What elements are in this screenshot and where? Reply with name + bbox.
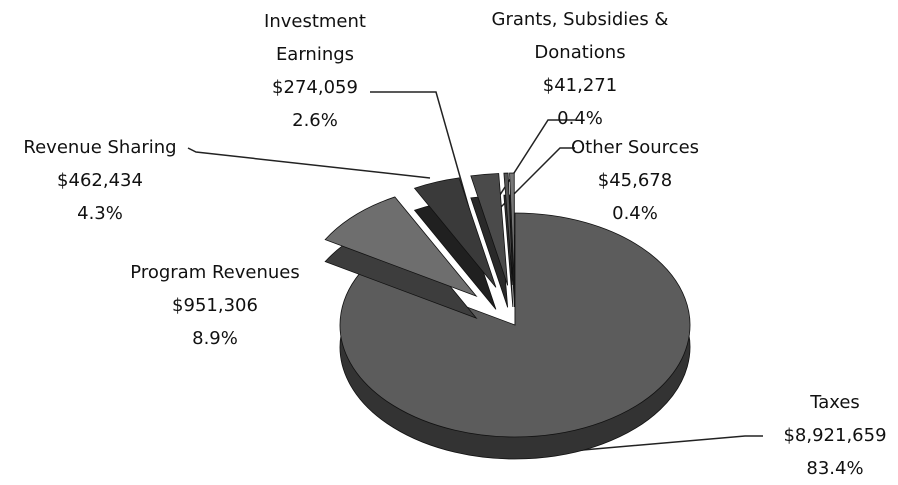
slice — [324, 196, 478, 297]
slice — [503, 172, 514, 286]
slice-label: Taxes $8,921,659 83.4% — [760, 386, 898, 485]
slice-percent: 4.3% — [77, 203, 123, 224]
slice-percent: 0.4% — [612, 203, 658, 224]
leader-line — [559, 435, 763, 453]
slice-label: Grants, Subsidies & Donations $41,271 0.4% — [480, 3, 680, 135]
slice-name: Revenue Sharing — [23, 137, 177, 158]
slice-value: $462,434 — [57, 170, 143, 191]
slice-value: $41,271 — [542, 75, 618, 96]
slice — [413, 177, 497, 288]
slice — [470, 173, 509, 286]
slice-value: $8,921,659 — [783, 425, 887, 446]
slice-label: Other Sources $45,678 0.4% — [555, 131, 715, 230]
slice — [509, 172, 515, 286]
slice — [339, 212, 691, 438]
slice-name: Other Sources — [570, 137, 700, 158]
slice-percent: 8.9% — [192, 328, 238, 349]
slice-value: $274,059 — [272, 77, 358, 98]
page: {"chart_data": {"type": "pie", "categori… — [0, 3, 887, 479]
slice-name: Investment Earnings — [264, 11, 366, 65]
leader-line — [370, 91, 471, 213]
chart — [187, 91, 763, 460]
pie — [324, 172, 691, 460]
slice-percent: 83.4% — [806, 458, 864, 479]
slice-label: Revenue Sharing $462,434 4.3% — [0, 131, 200, 230]
slice-label: Investment Earnings $274,059 2.6% — [245, 5, 385, 137]
slice-name: Taxes — [810, 392, 860, 413]
slice-label: Program Revenues $951,306 8.9% — [100, 256, 330, 355]
slice-name: Grants, Subsidies & Donations — [491, 9, 669, 63]
slice-name: Program Revenues — [130, 262, 300, 283]
slice-value: $45,678 — [597, 170, 673, 191]
leader-line — [495, 147, 575, 213]
leader-line — [187, 147, 431, 179]
slice-value: $951,306 — [172, 295, 258, 316]
slice-percent: 2.6% — [292, 110, 338, 131]
slice-percent: 0.4% — [557, 108, 603, 129]
